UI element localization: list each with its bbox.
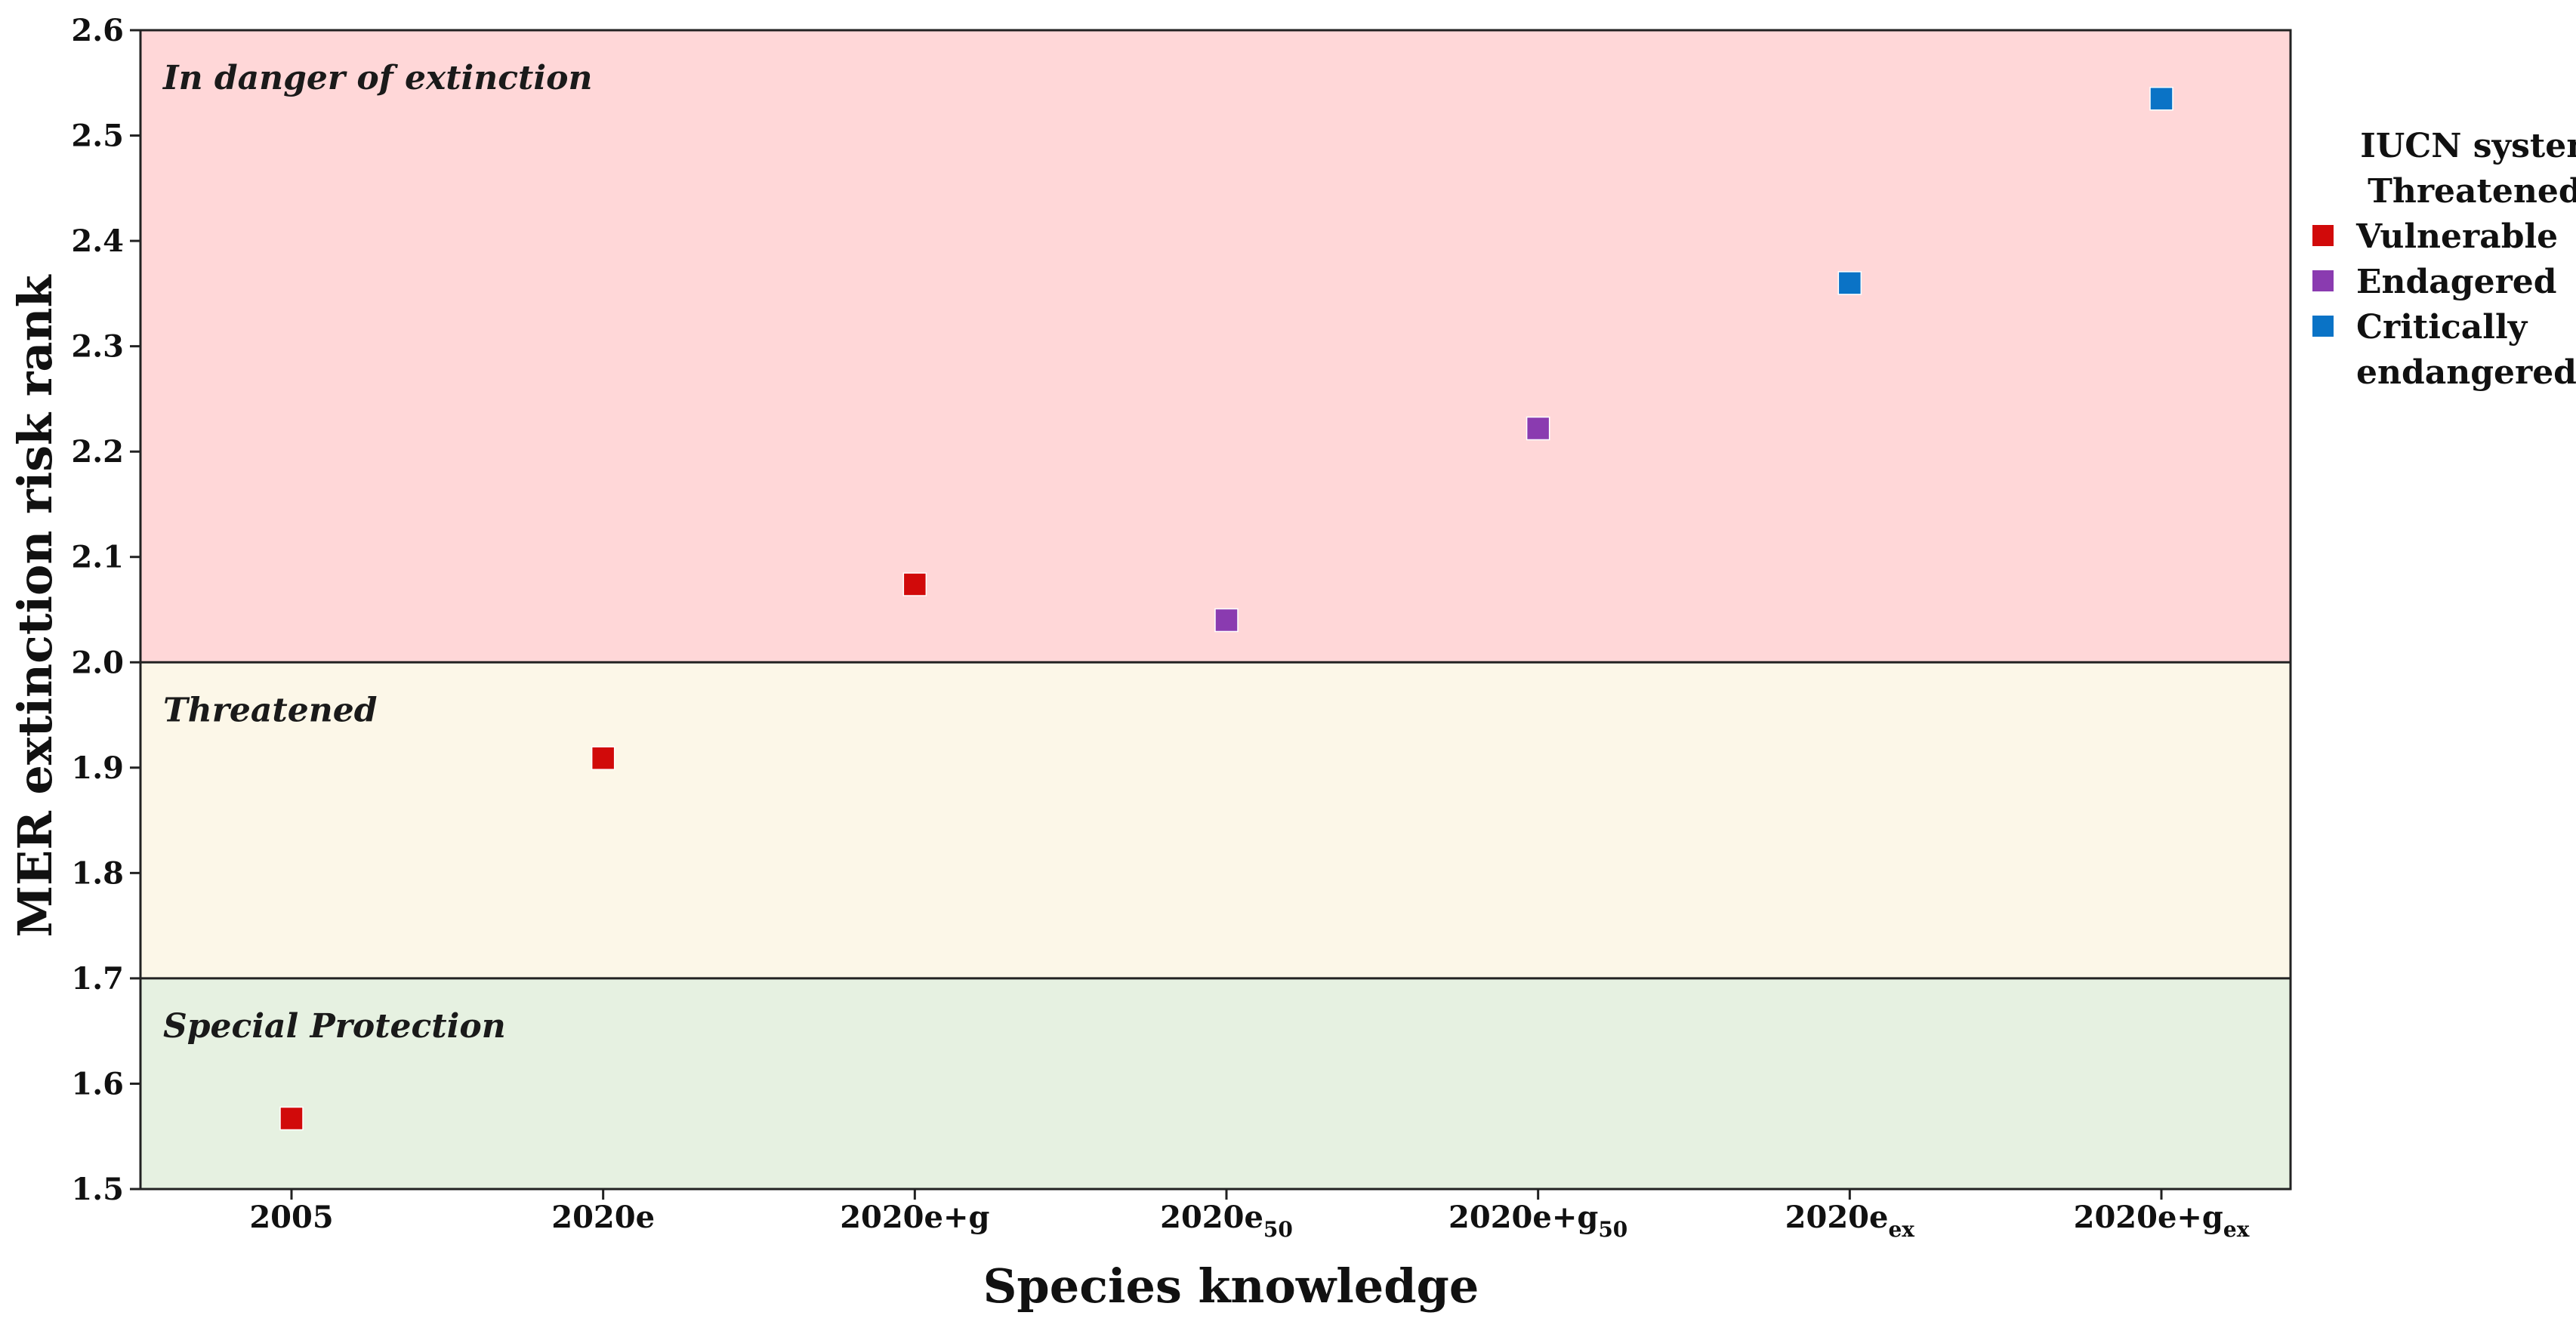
x-tick-label-base: 2005 (249, 1200, 333, 1235)
data-point-vulnerable (591, 746, 615, 771)
y-tick-label: 1.8 (71, 855, 124, 891)
y-tick-label: 1.5 (71, 1172, 124, 1207)
x-tick-label: 2020eex (1785, 1200, 1915, 1242)
x-tick-label-subscript: ex (2223, 1217, 2250, 1242)
y-tick-label: 2.6 (71, 13, 124, 48)
x-axis: 2005 2020e 2020e+g 2020e50 2020e+g50 2020eex 2… (249, 1189, 2250, 1242)
x-tick-label: 2020e+g50 (1448, 1200, 1627, 1242)
x-tick-label-base: 2020e+g (2074, 1200, 2223, 1235)
x-tick-label: 2020e (551, 1200, 655, 1235)
x-tick-label: 2005 (249, 1200, 333, 1235)
zone-threatened (140, 662, 2291, 978)
legend-swatch (2312, 270, 2334, 291)
zone-label: Threatened (163, 691, 378, 729)
risk-zones (140, 30, 2291, 1189)
y-tick-label: 2.3 (71, 329, 124, 365)
legend-title: IUCN system (2360, 127, 2576, 165)
y-tick-label: 2.2 (71, 434, 124, 470)
x-tick-label: 2020e50 (1160, 1200, 1293, 1242)
zone-labels: In danger of extinction Threatened Special… (162, 59, 592, 1046)
plot-frame (139, 29, 2292, 1191)
y-tick-label: 2.1 (71, 540, 124, 575)
zone-in-danger-of-extinction (140, 30, 2291, 663)
x-tick-label-base: 2020e (1160, 1200, 1263, 1235)
data-point-vulnerable (279, 1106, 304, 1131)
plot-border (139, 29, 2292, 1191)
x-tick-label-base: 2020e+g (840, 1200, 989, 1235)
legend-label: Vulnerable (2355, 217, 2558, 256)
y-tick-label: 1.7 (71, 961, 124, 997)
x-tick-label-base: 2020e (551, 1200, 655, 1235)
legend-swatch (2312, 316, 2334, 337)
legend-label: Endagered (2356, 263, 2557, 301)
zone-label: In danger of extinction (162, 59, 592, 97)
legend-label: Critically (2356, 308, 2528, 347)
data-point-vulnerable (902, 572, 927, 596)
y-tick-label: 2.0 (71, 645, 124, 680)
y-axis-title: MER extinction risk rank (8, 273, 63, 937)
data-point-endagered (1526, 416, 1550, 441)
zone-special-protection (140, 978, 2291, 1189)
x-tick-label: 2020e+g (840, 1200, 989, 1235)
x-tick-label-base: 2020e+g (1448, 1200, 1598, 1235)
data-point-critically-endangered (1837, 271, 1862, 295)
x-tick-label-base: 2020e (1785, 1200, 1889, 1235)
data-point-critically-endangered (2149, 86, 2173, 111)
x-tick-label-subscript: 50 (1263, 1217, 1293, 1242)
zone-label: Special Protection (163, 1007, 506, 1046)
x-tick-label: 2020e+gex (2074, 1200, 2250, 1242)
y-axis: 1.5 1.6 1.7 1.8 1.9 2.0 2.1 2.2 2.3 2.4 2.5 2.6 (71, 13, 140, 1207)
legend: IUCN system Threatened: Vulnerable Endagere… (2312, 127, 2576, 392)
y-tick-label: 2.4 (71, 223, 124, 259)
legend-swatch (2312, 225, 2334, 246)
x-axis-title: Species knowledge (983, 1259, 1479, 1314)
data-points (279, 86, 2173, 1131)
y-tick-label: 2.5 (71, 119, 124, 154)
y-tick-label: 1.6 (71, 1066, 124, 1101)
legend-label: endangered (2356, 353, 2576, 392)
x-tick-label-subscript: ex (1888, 1217, 1914, 1242)
legend-title: Threatened: (2368, 172, 2576, 211)
x-tick-label-subscript: 50 (1598, 1217, 1627, 1242)
data-point-endagered (1214, 608, 1239, 633)
y-tick-label: 1.9 (71, 750, 124, 786)
